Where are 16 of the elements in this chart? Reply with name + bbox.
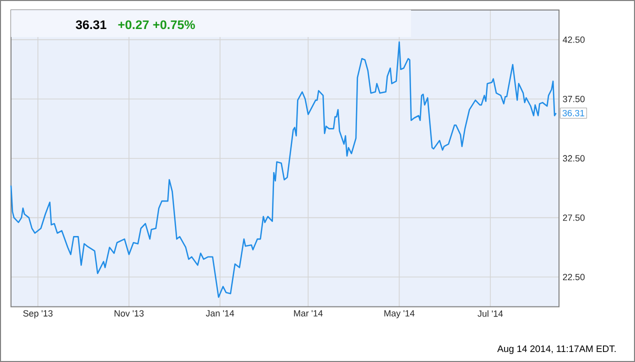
y-tick-label: 32.50 (562, 155, 585, 162)
y-tick-label: 37.50 (562, 96, 585, 102)
y-tick-label: 22.50 (562, 274, 585, 280)
text: Aug 14 2014, 11:17AM EDT. (497, 345, 616, 354)
text: +0.27 +0.75% (118, 20, 195, 30)
x-tick-label: Nov '13 (114, 310, 144, 317)
line-series (10, 41, 557, 298)
x-tick-label: Sep '13 (23, 310, 53, 318)
x-tick-label: Jul '14 (478, 310, 503, 317)
y-tick-label: 42.50 (562, 36, 585, 43)
x-tick-label: May '14 (384, 310, 415, 318)
annotation: 36.31 (562, 110, 584, 116)
x-tick-label: Jan '14 (206, 310, 234, 316)
x-tick-label: Mar '14 (294, 310, 323, 316)
text: 36.31 (76, 20, 106, 30)
y-tick-label: 27.50 (562, 214, 585, 221)
